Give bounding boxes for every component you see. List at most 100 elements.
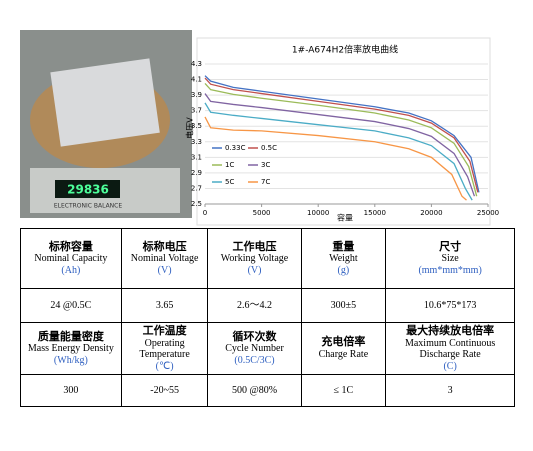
- series-line: [204, 93, 476, 197]
- x-axis-label: 容量: [337, 213, 353, 223]
- cell-text: 24 @0.5C: [50, 299, 92, 311]
- y-tick-label: 3.7: [191, 107, 202, 115]
- chart-frame: [196, 37, 491, 226]
- legend-label: 1C: [225, 161, 234, 169]
- x-tick-label: 25000: [477, 209, 499, 217]
- cell-text: Nominal Voltage: [130, 253, 199, 265]
- x-tick-label: 20000: [420, 209, 442, 217]
- table-row: 24 @0.5C 3.65 2.6～4.2 300±5 10.6*75*173: [20, 288, 515, 323]
- series-line: [204, 77, 479, 193]
- table-cell: 24 @0.5C: [20, 288, 122, 323]
- cell-text: Operating Temperature: [139, 337, 190, 361]
- cell-text: Charge Rate: [318, 349, 369, 361]
- legend-label: 0.5C: [261, 144, 277, 152]
- table-cell: 10.6*75*173: [385, 288, 515, 323]
- table-cell: 工作温度 Operating Temperature (℃): [120, 322, 209, 375]
- cell-text: (C): [443, 360, 457, 372]
- cell-text: 10.6*75*173: [423, 299, 477, 311]
- cell-text: Weight: [329, 253, 358, 265]
- cell-text: 尺寸: [439, 240, 462, 253]
- table-row: 300 -20~55 500 @80% ≤ 1C 3: [20, 374, 515, 407]
- cell-text: Cycle Number: [225, 343, 284, 355]
- table-cell: 300: [20, 374, 122, 407]
- table-cell: 重量 Weight (g): [300, 228, 387, 289]
- table-row: 标称容量 Nominal Capacity (Ah) 标称电压 Nominal Volt…: [20, 228, 515, 289]
- series-line: [204, 75, 480, 193]
- cell-text: 300±5: [330, 299, 357, 311]
- cell-text: Working Voltage: [220, 253, 289, 265]
- cell-text: (Wh/kg): [53, 354, 88, 366]
- cell-text: 500 @80%: [231, 384, 278, 396]
- cell-text: (V): [157, 264, 172, 276]
- display-reading: 29836: [67, 183, 109, 197]
- cell-text: 循环次数: [232, 330, 277, 343]
- legend-label: 7C: [261, 178, 270, 186]
- cell-text: (mm*mm*mm): [418, 264, 482, 276]
- y-tick-label: 4.3: [191, 60, 202, 68]
- table-cell: 300±5: [300, 288, 387, 323]
- table-cell: 3.65: [120, 288, 209, 323]
- cell-text: 质量能量密度: [37, 330, 104, 343]
- legend-label: 3C: [261, 161, 270, 169]
- cell-text: (℃): [155, 360, 174, 372]
- cell-text: 2.6～4.2: [237, 299, 272, 311]
- table-cell: 500 @80%: [207, 374, 302, 407]
- y-tick-label: 4.1: [191, 76, 202, 84]
- battery: [50, 58, 160, 147]
- y-tick-label: 3.9: [191, 91, 202, 99]
- cell-text: 工作电压: [232, 240, 277, 253]
- cell-text: 3.65: [155, 299, 174, 311]
- table-cell: 质量能量密度 Mass Energy Density (Wh/kg): [20, 322, 122, 375]
- brand: ELECTRONIC BALANCE: [54, 203, 123, 210]
- table-cell: 循环次数 Cycle Number (0.5C/3C): [207, 322, 302, 375]
- photo-chart-area: 29836 ELECTRONIC BALANCE 1#-A674H2倍率放电曲线…: [20, 30, 499, 226]
- y-tick-label: 2.7: [191, 184, 202, 192]
- table-cell: 3: [385, 374, 515, 407]
- series-line: [204, 102, 473, 201]
- y-tick-label: 3.5: [191, 122, 202, 130]
- x-tick-label: 15000: [364, 209, 386, 217]
- cell-text: 标称电压: [142, 240, 187, 253]
- cell-text: Mass Energy Density: [27, 343, 114, 355]
- cell-text: ≤ 1C: [333, 384, 354, 396]
- table-cell: ≤ 1C: [300, 374, 387, 407]
- table-cell: 标称电压 Nominal Voltage (V): [120, 228, 209, 289]
- table-cell: 最大持续放电倍率 Maximum Continuous Discharge Rat…: [385, 322, 515, 375]
- table-cell: -20~55: [120, 374, 209, 407]
- legend-label: 0.33C: [225, 144, 246, 152]
- table-cell: 尺寸 Size (mm*mm*mm): [385, 228, 515, 289]
- table-cell: 工作电压 Working Voltage (V): [207, 228, 302, 289]
- x-tick-label: 5000: [253, 209, 271, 217]
- cell-text: 重量: [332, 240, 355, 253]
- cell-text: 最大持续放电倍率: [406, 324, 495, 337]
- spec-table: 标称容量 Nominal Capacity (Ah) 标称电压 Nominal Volt…: [20, 228, 515, 407]
- cell-text: (V): [247, 264, 262, 276]
- cell-text: (0.5C/3C): [234, 354, 275, 366]
- x-tick-label: 0: [203, 209, 207, 217]
- cell-text: 标称容量: [48, 240, 93, 253]
- cell-text: Nominal Capacity: [34, 253, 108, 265]
- cell-text: Maximum Continuous Discharge Rate: [404, 337, 496, 361]
- cell-text: (g): [337, 264, 350, 276]
- cell-text: 工作温度: [142, 324, 187, 337]
- table-cell: 标称容量 Nominal Capacity (Ah): [20, 228, 122, 289]
- table-row: 质量能量密度 Mass Energy Density (Wh/kg) 工作温度 Oper…: [20, 322, 515, 375]
- y-axis-label: 电压V: [185, 117, 195, 139]
- y-tick-label: 2.9: [191, 169, 202, 177]
- series-line: [204, 83, 478, 197]
- cell-text: 3: [447, 384, 453, 396]
- x-tick-label: 10000: [307, 209, 329, 217]
- series-line: [204, 116, 467, 201]
- display: [55, 180, 120, 198]
- cell-text: 充电倍率: [321, 336, 366, 349]
- cell-text: (Ah): [61, 264, 81, 276]
- chart-title: 1#-A674H2倍率放电曲线: [292, 44, 398, 56]
- y-tick-label: 2.5: [191, 200, 202, 208]
- table-cell: 2.6～4.2: [207, 288, 302, 323]
- cell-text: -20~55: [150, 384, 179, 396]
- cell-text: 300: [63, 384, 79, 396]
- cell-text: Size: [441, 253, 459, 265]
- legend-label: 5C: [225, 178, 234, 186]
- y-tick-label: 3.1: [191, 153, 202, 161]
